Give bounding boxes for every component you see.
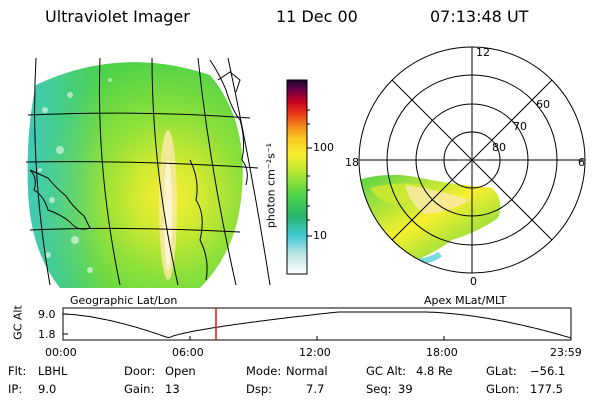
gain-label: Gain:: [124, 382, 155, 396]
ip-value: 9.0: [38, 382, 57, 396]
timeline-xtick-1: 06:00: [172, 346, 204, 359]
colorbar: [286, 79, 308, 275]
ip-label: IP:: [8, 382, 23, 396]
mlat-label-80: 80: [492, 141, 506, 154]
instrument-title: Ultraviolet Imager: [45, 7, 190, 26]
door-value: Open: [165, 364, 196, 378]
glon-label: GLon:: [486, 382, 520, 396]
flt-label: Flt:: [8, 364, 27, 378]
mlt-label-12: 12: [476, 46, 490, 59]
flt-value: LBHL: [38, 364, 68, 378]
timeline-ytick-low: 1.8: [38, 328, 56, 341]
polar-image: [358, 46, 586, 274]
colorbar-unit-label: photon cm⁻²s⁻¹: [264, 142, 278, 229]
geographic-image: [25, 57, 271, 289]
mlt-label-18: 18: [345, 156, 359, 169]
glat-label: GLat:: [486, 364, 517, 378]
timeline-xtick-0: 00:00: [45, 346, 77, 359]
glon-value: 177.5: [530, 382, 563, 396]
mlt-label-0: 0: [470, 275, 477, 288]
dsp-label: Dsp:: [246, 382, 273, 396]
coastline: [29, 169, 91, 230]
time-label: 07:13:48 UT: [430, 7, 529, 26]
door-label: Door:: [124, 364, 156, 378]
mode-value: Normal: [286, 364, 328, 378]
gc-alt-value: 4.8 Re: [416, 364, 453, 378]
date-label: 11 Dec 00: [276, 7, 358, 26]
mode-label: Mode:: [246, 364, 282, 378]
mlt-label-6: 6: [578, 156, 585, 169]
altitude-curve: [62, 311, 572, 339]
geographic-caption: Geographic Lat/Lon: [70, 294, 178, 307]
gc-alt-label: GC Alt:: [366, 364, 407, 378]
speckle-noise: [38, 78, 112, 273]
timeline-xtick-3: 18:00: [426, 346, 458, 359]
seq-value: 39: [398, 382, 413, 396]
polar-grid: [358, 46, 586, 274]
colorbar-ticks: [307, 109, 312, 237]
mlat-label-70: 70: [513, 120, 527, 133]
timeline-ylabel: GC Alt: [11, 305, 25, 340]
glat-value: −56.1: [530, 364, 566, 378]
timeline-xtick-4: 23:59: [550, 346, 582, 359]
mlat-label-60: 60: [536, 98, 550, 111]
timeline-xtick-2: 12:00: [299, 346, 331, 359]
graticule: [25, 57, 271, 286]
gain-value: 13: [165, 382, 180, 396]
colorbar-tick-100: 100: [313, 141, 334, 154]
timeline-ytick-high: 9.0: [38, 308, 56, 321]
dsp-value: 7.7: [306, 382, 325, 396]
seq-label: Seq:: [366, 382, 392, 396]
timeline-plot: [62, 307, 572, 341]
polar-caption: Apex MLat/MLT: [424, 294, 507, 307]
colorbar-tick-10: 10: [313, 229, 327, 242]
